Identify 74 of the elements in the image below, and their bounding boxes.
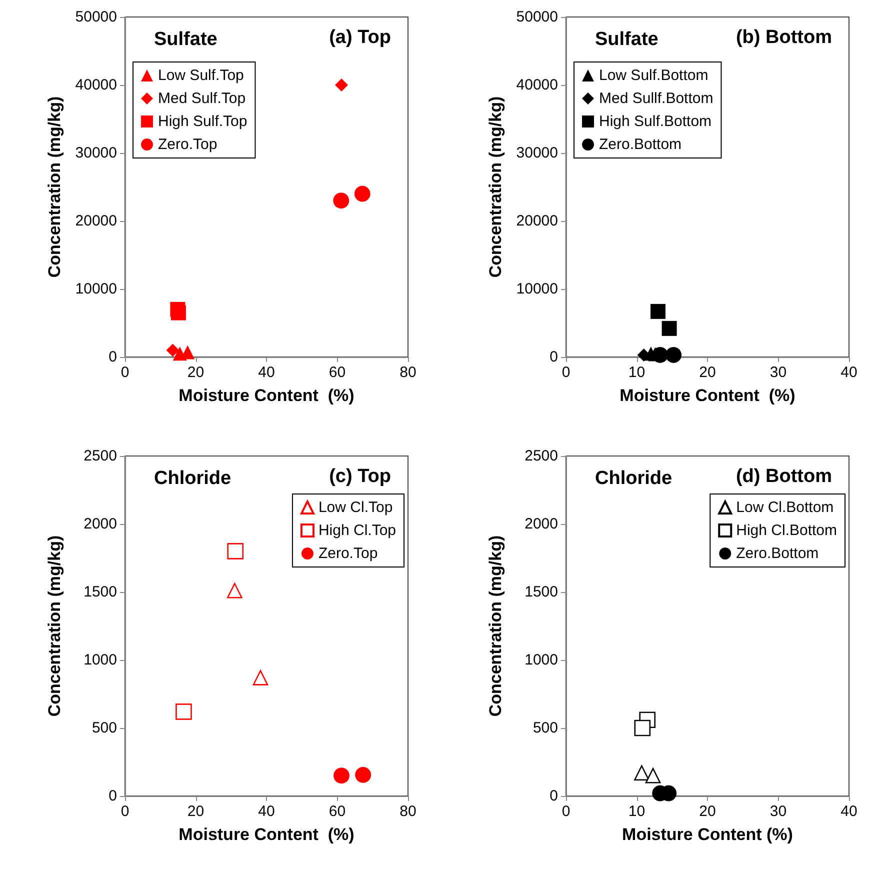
y-tick-label: 0 [108,348,117,366]
x-tick-label: 0 [120,364,130,381]
y-tick-label: 0 [550,348,558,366]
x-tick-label: 80 [400,803,416,820]
x-tick-label: 60 [328,364,346,381]
y-tick-label: 500 [532,720,558,736]
y-axis-title: Concentration (mg/kg) [486,96,505,278]
y-tick-label: 50000 [516,8,558,26]
x-tick-label: 0 [562,803,570,820]
y-axis-title: Concentration (mg/kg) [486,535,505,717]
legend-label: High Sulf.Bottom [599,113,712,130]
x-tick-label: 0 [562,364,570,381]
y-tick-label: 10000 [516,280,558,298]
x-tick-label: 30 [770,364,787,381]
legend-label: Zero.Top [318,545,378,562]
x-tick-label: 20 [699,364,716,381]
legend-label: High Cl.Bottom [736,522,838,539]
x-tick-label: 40 [840,803,858,820]
y-tick-label: 30000 [516,144,558,162]
y-axis-title: Concentration (mg/kg) [45,535,64,717]
legend-label: Low Sulf.Top [158,67,244,84]
x-axis-title: Moisture Content (%) [620,386,796,405]
x-axis-title: Moisture Content (%) [178,825,354,844]
y-tick-label: 1500 [524,584,558,600]
x-axis-title: Moisture Content (%) [178,386,354,405]
legend-label: Low Cl.Bottom [736,499,834,516]
y-tick-label: 2500 [84,448,117,464]
y-tick-label: 30000 [75,144,117,162]
x-tick-label: 0 [120,803,130,820]
legend-label: Low Sulf.Bottom [599,67,708,84]
y-tick-label: 40000 [75,76,117,94]
legend-label: Med Sullf.Bottom [599,90,714,107]
legend-label: High Sulf.Top [158,113,248,130]
legend-label: Zero.Bottom [736,545,819,562]
text: Chloride [595,468,672,489]
y-tick-label: 10000 [75,280,117,298]
text: (c) Top [329,466,392,487]
text: (b) Bottom [736,27,832,48]
x-tick-label: 20 [699,803,716,820]
x-tick-label: 20 [187,803,204,820]
y-tick-label: 2500 [524,448,558,464]
legend-label: Zero.Top [158,136,218,153]
x-axis-title: Moisture Content (%) [622,825,793,844]
y-tick-label: 1000 [84,652,117,668]
y-tick-label: 20000 [75,212,117,230]
x-tick-label: 30 [770,803,787,820]
y-tick-label: 2000 [84,516,117,532]
x-tick-label: 40 [258,364,275,381]
text: Chloride [154,468,232,489]
legend-label: Zero.Bottom [599,136,682,153]
x-tick-label: 40 [258,803,275,820]
x-tick-label: 10 [628,803,646,820]
x-tick-label: 40 [840,364,858,381]
y-tick-label: 0 [550,788,558,804]
x-tick-label: 20 [187,364,204,381]
text: (d) Bottom [736,466,832,487]
legend-label: Low Cl.Top [318,499,393,516]
y-tick-label: 2000 [524,516,558,532]
y-tick-label: 0 [108,788,117,804]
x-tick-label: 60 [328,803,346,820]
y-tick-label: 50000 [75,8,117,26]
text: (a) Top [329,27,392,48]
y-tick-label: 500 [92,720,117,736]
y-tick-label: 40000 [516,76,558,94]
text: Sulfate [595,29,658,50]
text: Sulfate [154,29,218,50]
legend-label: Med Sulf.Top [158,90,246,107]
legend-label: High Cl.Top [318,522,396,539]
y-tick-label: 1000 [524,652,558,668]
x-tick-label: 10 [628,364,646,381]
y-axis-title: Concentration (mg/kg) [45,96,64,278]
x-tick-label: 80 [400,364,416,381]
y-tick-label: 20000 [516,212,558,230]
y-tick-label: 1500 [84,584,117,600]
